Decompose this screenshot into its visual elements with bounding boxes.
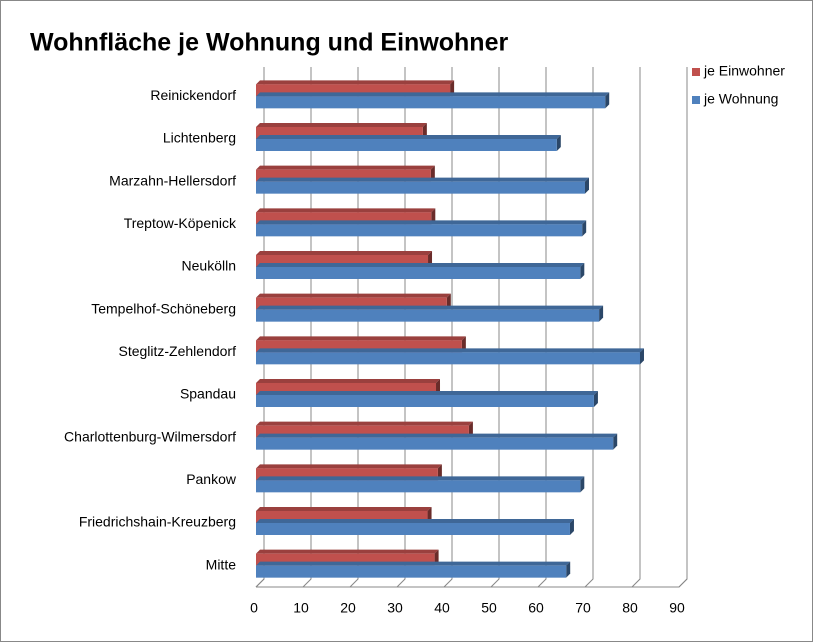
y-tick-label: Steglitz-Zehlendorf [118, 343, 236, 359]
grid-line [396, 67, 406, 588]
grid-line [443, 67, 453, 588]
grid-line [678, 67, 688, 588]
bar-top [256, 135, 561, 139]
grid-line [584, 67, 594, 588]
bar-top [256, 177, 589, 182]
bar [256, 437, 614, 450]
legend-label: je Wohnung [703, 91, 778, 107]
x-tick-label: 80 [622, 600, 638, 616]
bar-top [256, 293, 451, 298]
bar [256, 480, 581, 493]
y-tick-label: Treptow-Köpenick [124, 215, 237, 231]
bar [256, 352, 640, 365]
y-tick-label: Tempelhof-Schöneberg [91, 300, 236, 316]
bar-top [256, 165, 435, 170]
bar-top [256, 220, 587, 225]
x-tick-label: 40 [434, 600, 450, 616]
bar-side [582, 220, 587, 237]
grid-line [537, 67, 547, 588]
x-tick-label: 30 [387, 600, 403, 616]
x-tick-label: 20 [340, 600, 356, 616]
x-tick-label: 70 [575, 600, 591, 616]
bar-top [256, 421, 473, 426]
x-tick-label: 10 [293, 600, 309, 616]
y-tick-label: Friedrichshain-Kreuzberg [79, 514, 236, 530]
bar-side [585, 177, 589, 194]
bar-top [256, 519, 574, 523]
bar-side [593, 391, 598, 407]
bar-side [566, 561, 571, 578]
y-tick-label: Neukölln [182, 258, 236, 274]
grid-line [490, 67, 500, 588]
y-tick-label: Charlottenburg-Wilmersdorf [64, 428, 236, 444]
bar-top [256, 561, 571, 566]
bar-top [256, 549, 439, 554]
bar [256, 309, 600, 322]
bar-top [256, 507, 432, 511]
grid-line [255, 67, 265, 588]
bar-side [580, 476, 585, 493]
x-tick-label: 60 [528, 600, 544, 616]
bar-side [639, 348, 644, 365]
bar-side [569, 519, 574, 535]
x-tick-label: 90 [669, 600, 685, 616]
bar [256, 267, 581, 279]
bar-top [256, 391, 598, 395]
bar [256, 395, 594, 407]
bar-top [256, 379, 441, 383]
bar-side [556, 135, 561, 151]
y-tick-label: Mitte [206, 556, 237, 572]
bar-top [256, 464, 442, 469]
bar [256, 139, 557, 151]
bar [256, 523, 570, 535]
y-tick-label: Marzahn-Hellersdorf [109, 172, 236, 188]
bar [256, 181, 585, 194]
bar-top [256, 251, 433, 255]
bar [256, 224, 583, 237]
grid-line [631, 67, 641, 588]
bar-side [599, 305, 604, 322]
bar-top [256, 208, 436, 213]
y-tick-label: Spandau [180, 386, 236, 402]
bar-top [256, 263, 585, 267]
bar-top [256, 305, 604, 310]
bar-top [256, 336, 466, 341]
bar [256, 96, 606, 109]
legend-swatch [692, 68, 700, 76]
bar-top [256, 123, 427, 127]
y-tick-label: Pankow [186, 471, 237, 487]
bar-side [580, 263, 585, 279]
legend-swatch [692, 96, 700, 104]
bar-side [605, 92, 610, 109]
bar-top [256, 476, 585, 481]
bar [256, 565, 567, 578]
bar-side [613, 433, 618, 450]
legend-label: je Einwohner [703, 63, 785, 79]
x-tick-label: 50 [481, 600, 497, 616]
bar-top [256, 80, 455, 85]
y-tick-label: Lichtenberg [163, 130, 236, 146]
grid-line [349, 67, 359, 588]
x-tick-label: 0 [250, 600, 258, 616]
y-tick-label: Reinickendorf [150, 87, 236, 103]
grid-line [302, 67, 312, 588]
chart-title: Wohnfläche je Wohnung und Einwohner [30, 29, 508, 57]
bar-top [256, 348, 644, 353]
bar-top [256, 92, 610, 97]
bar-top [256, 433, 618, 438]
